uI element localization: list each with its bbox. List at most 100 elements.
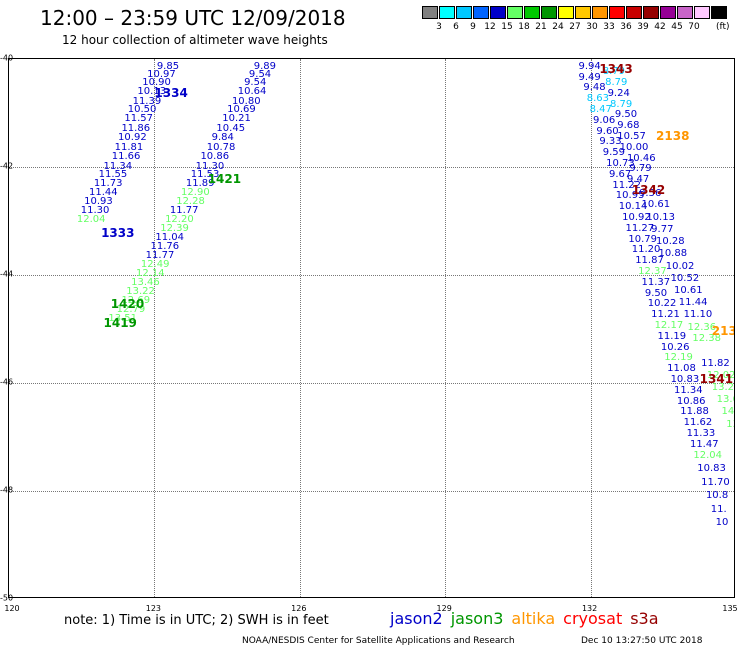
wave-height-value: 11.89 bbox=[185, 177, 215, 189]
latitude-tick-label: -46 bbox=[0, 377, 14, 387]
map-subtitle: 12 hour collection of altimeter wave hei… bbox=[62, 33, 328, 47]
legend-item-jason2: jason2 bbox=[390, 609, 443, 628]
wave-height-value: 10.13 bbox=[137, 86, 167, 98]
wave-height-value: 11. bbox=[710, 503, 727, 515]
wave-height-value: 13.20 bbox=[711, 382, 735, 393]
longitude-tick-label: 120 bbox=[4, 604, 20, 613]
wave-height-value: 11.47 bbox=[689, 438, 719, 450]
colorbar-swatch bbox=[626, 6, 642, 19]
wave-height-value: 12.79 bbox=[116, 303, 146, 315]
wave-height-value: 13. bbox=[726, 418, 734, 430]
colorbar-swatch bbox=[490, 6, 506, 19]
wave-height-value: 11.77 bbox=[145, 249, 175, 261]
pass-time-label: 1341 bbox=[699, 372, 734, 387]
longitude-tick-label: 132 bbox=[581, 604, 598, 613]
wave-height-value: 10.86 bbox=[200, 150, 230, 162]
wave-height-value: 10.69 bbox=[227, 103, 256, 115]
wave-height-value: 9.94 bbox=[578, 60, 601, 72]
wave-height-value: 10.73 bbox=[606, 157, 635, 169]
wave-height-value: 12.37 bbox=[638, 265, 667, 277]
colorbar-swatch bbox=[422, 6, 438, 19]
wave-height-value: 10.92 bbox=[118, 131, 147, 143]
colorbar-swatch bbox=[473, 6, 489, 19]
wave-height-value: 10 bbox=[715, 517, 729, 528]
legend-item-cryosat: cryosat bbox=[563, 609, 623, 628]
wave-height-value: 9.54 bbox=[244, 76, 267, 88]
wave-height-value: 9.54 bbox=[248, 68, 272, 80]
longitude-tick-label: 123 bbox=[145, 604, 162, 613]
wave-height-value: 12.14 bbox=[135, 267, 165, 279]
longitude-gridline bbox=[590, 59, 592, 597]
latitude-tick-label: -50 bbox=[0, 593, 14, 603]
wave-height-value: 11.37 bbox=[641, 276, 671, 288]
wave-height-value: 9.49 bbox=[578, 71, 601, 83]
pass-time-label: 1334 bbox=[154, 86, 188, 100]
wave-height-value: 10.95 bbox=[615, 190, 645, 202]
pass-time-label: 1420 bbox=[110, 296, 145, 311]
wave-height-value: 10.21 bbox=[222, 113, 251, 125]
colorbar-label: 45 bbox=[671, 22, 683, 32]
latitude-tick-label: -40 bbox=[0, 53, 14, 63]
wave-height-value: 9.24 bbox=[607, 87, 630, 99]
wave-height-value: 11.73 bbox=[93, 177, 123, 189]
wave-height-value: 11.81 bbox=[114, 141, 144, 153]
wave-height-value: 10.61 bbox=[641, 199, 671, 211]
wave-height-value: 10.26 bbox=[660, 341, 690, 353]
colorbar-swatch bbox=[592, 6, 608, 19]
wave-height-value: 11.21 bbox=[651, 309, 680, 321]
wave-height-value: 11.44 bbox=[88, 186, 118, 198]
colorbar-label: 15 bbox=[501, 22, 513, 32]
colorbar-swatch bbox=[541, 6, 557, 19]
wave-height-value: 11.10 bbox=[683, 309, 713, 321]
wave-height-value: 10.64 bbox=[237, 86, 267, 98]
colorbar-label: 12 bbox=[484, 22, 496, 32]
pass-time-label: 1342 bbox=[631, 183, 666, 198]
wave-height-value: 10.80 bbox=[231, 95, 261, 107]
wave-height-value: 12.90 bbox=[181, 186, 210, 198]
legend-item-s3a: s3a bbox=[630, 609, 659, 628]
wave-height-value: 10.92 bbox=[622, 211, 651, 223]
wave-height-value: 9.67 bbox=[609, 168, 632, 180]
wave-height-value: 11.86 bbox=[121, 122, 151, 134]
wave-height-value: 11.62 bbox=[683, 417, 713, 429]
map-frame: 9.85 10.97 10.90 10.13 11.39 10.50 11.57 11.86 1… bbox=[8, 58, 735, 598]
wave-height-value: 10.52 bbox=[670, 272, 700, 284]
latitude-tick-label: -44 bbox=[0, 269, 14, 279]
colorbar-swatch bbox=[456, 6, 472, 19]
colorbar-swatch bbox=[660, 6, 676, 19]
colorbar-label: 24 bbox=[552, 22, 564, 32]
colorbar-label: 36 bbox=[620, 22, 632, 32]
wave-height-value: 9.47 bbox=[626, 174, 650, 186]
wave-height-value: 12.04 bbox=[693, 449, 722, 461]
colorbar-swatch bbox=[677, 6, 693, 19]
wave-height-value: 9.79 bbox=[629, 163, 652, 175]
wave-height-value: 8.79 bbox=[605, 76, 628, 88]
wave-height-value: 10.45 bbox=[216, 122, 246, 134]
wave-height-value: 10.02 bbox=[665, 260, 695, 272]
wave-height-value: 12.28 bbox=[176, 195, 205, 207]
wave-height-value: 10.28 bbox=[656, 236, 685, 248]
legend-item-jason3: jason3 bbox=[450, 609, 504, 628]
wave-height-value: 12.39 bbox=[160, 222, 189, 234]
wave-height-value: 10.50 bbox=[127, 103, 157, 115]
wave-height-value: 11.34 bbox=[103, 160, 133, 172]
wave-height-value: 11.87 bbox=[635, 255, 664, 267]
wave-height-value: 11.66 bbox=[111, 150, 141, 162]
latitude-gridline bbox=[9, 167, 734, 168]
wave-height-value: 11.04 bbox=[155, 231, 184, 243]
wave-height-value: 11.34 bbox=[673, 384, 703, 396]
wave-height-value: 8.79 bbox=[609, 98, 633, 110]
longitude-tick-label: 135 bbox=[722, 604, 738, 613]
wave-height-value: 9.59 bbox=[602, 147, 625, 159]
wave-height-value: 9.06 bbox=[593, 114, 616, 126]
wave-height-value: 10.61 bbox=[673, 284, 703, 296]
wave-height-value: 12.20 bbox=[165, 213, 194, 225]
pass-time-label: 1421 bbox=[207, 172, 242, 187]
wave-height-value: 10.46 bbox=[626, 152, 656, 164]
pass-time-label: 2138 bbox=[656, 129, 690, 144]
colorbar-label: 27 bbox=[569, 22, 581, 32]
wave-height-value: 11.57 bbox=[124, 113, 153, 125]
colorbar-swatch bbox=[439, 6, 455, 19]
wave-height-value: 9.85 bbox=[156, 60, 180, 72]
wave-height-value: 10.14 bbox=[618, 201, 648, 213]
